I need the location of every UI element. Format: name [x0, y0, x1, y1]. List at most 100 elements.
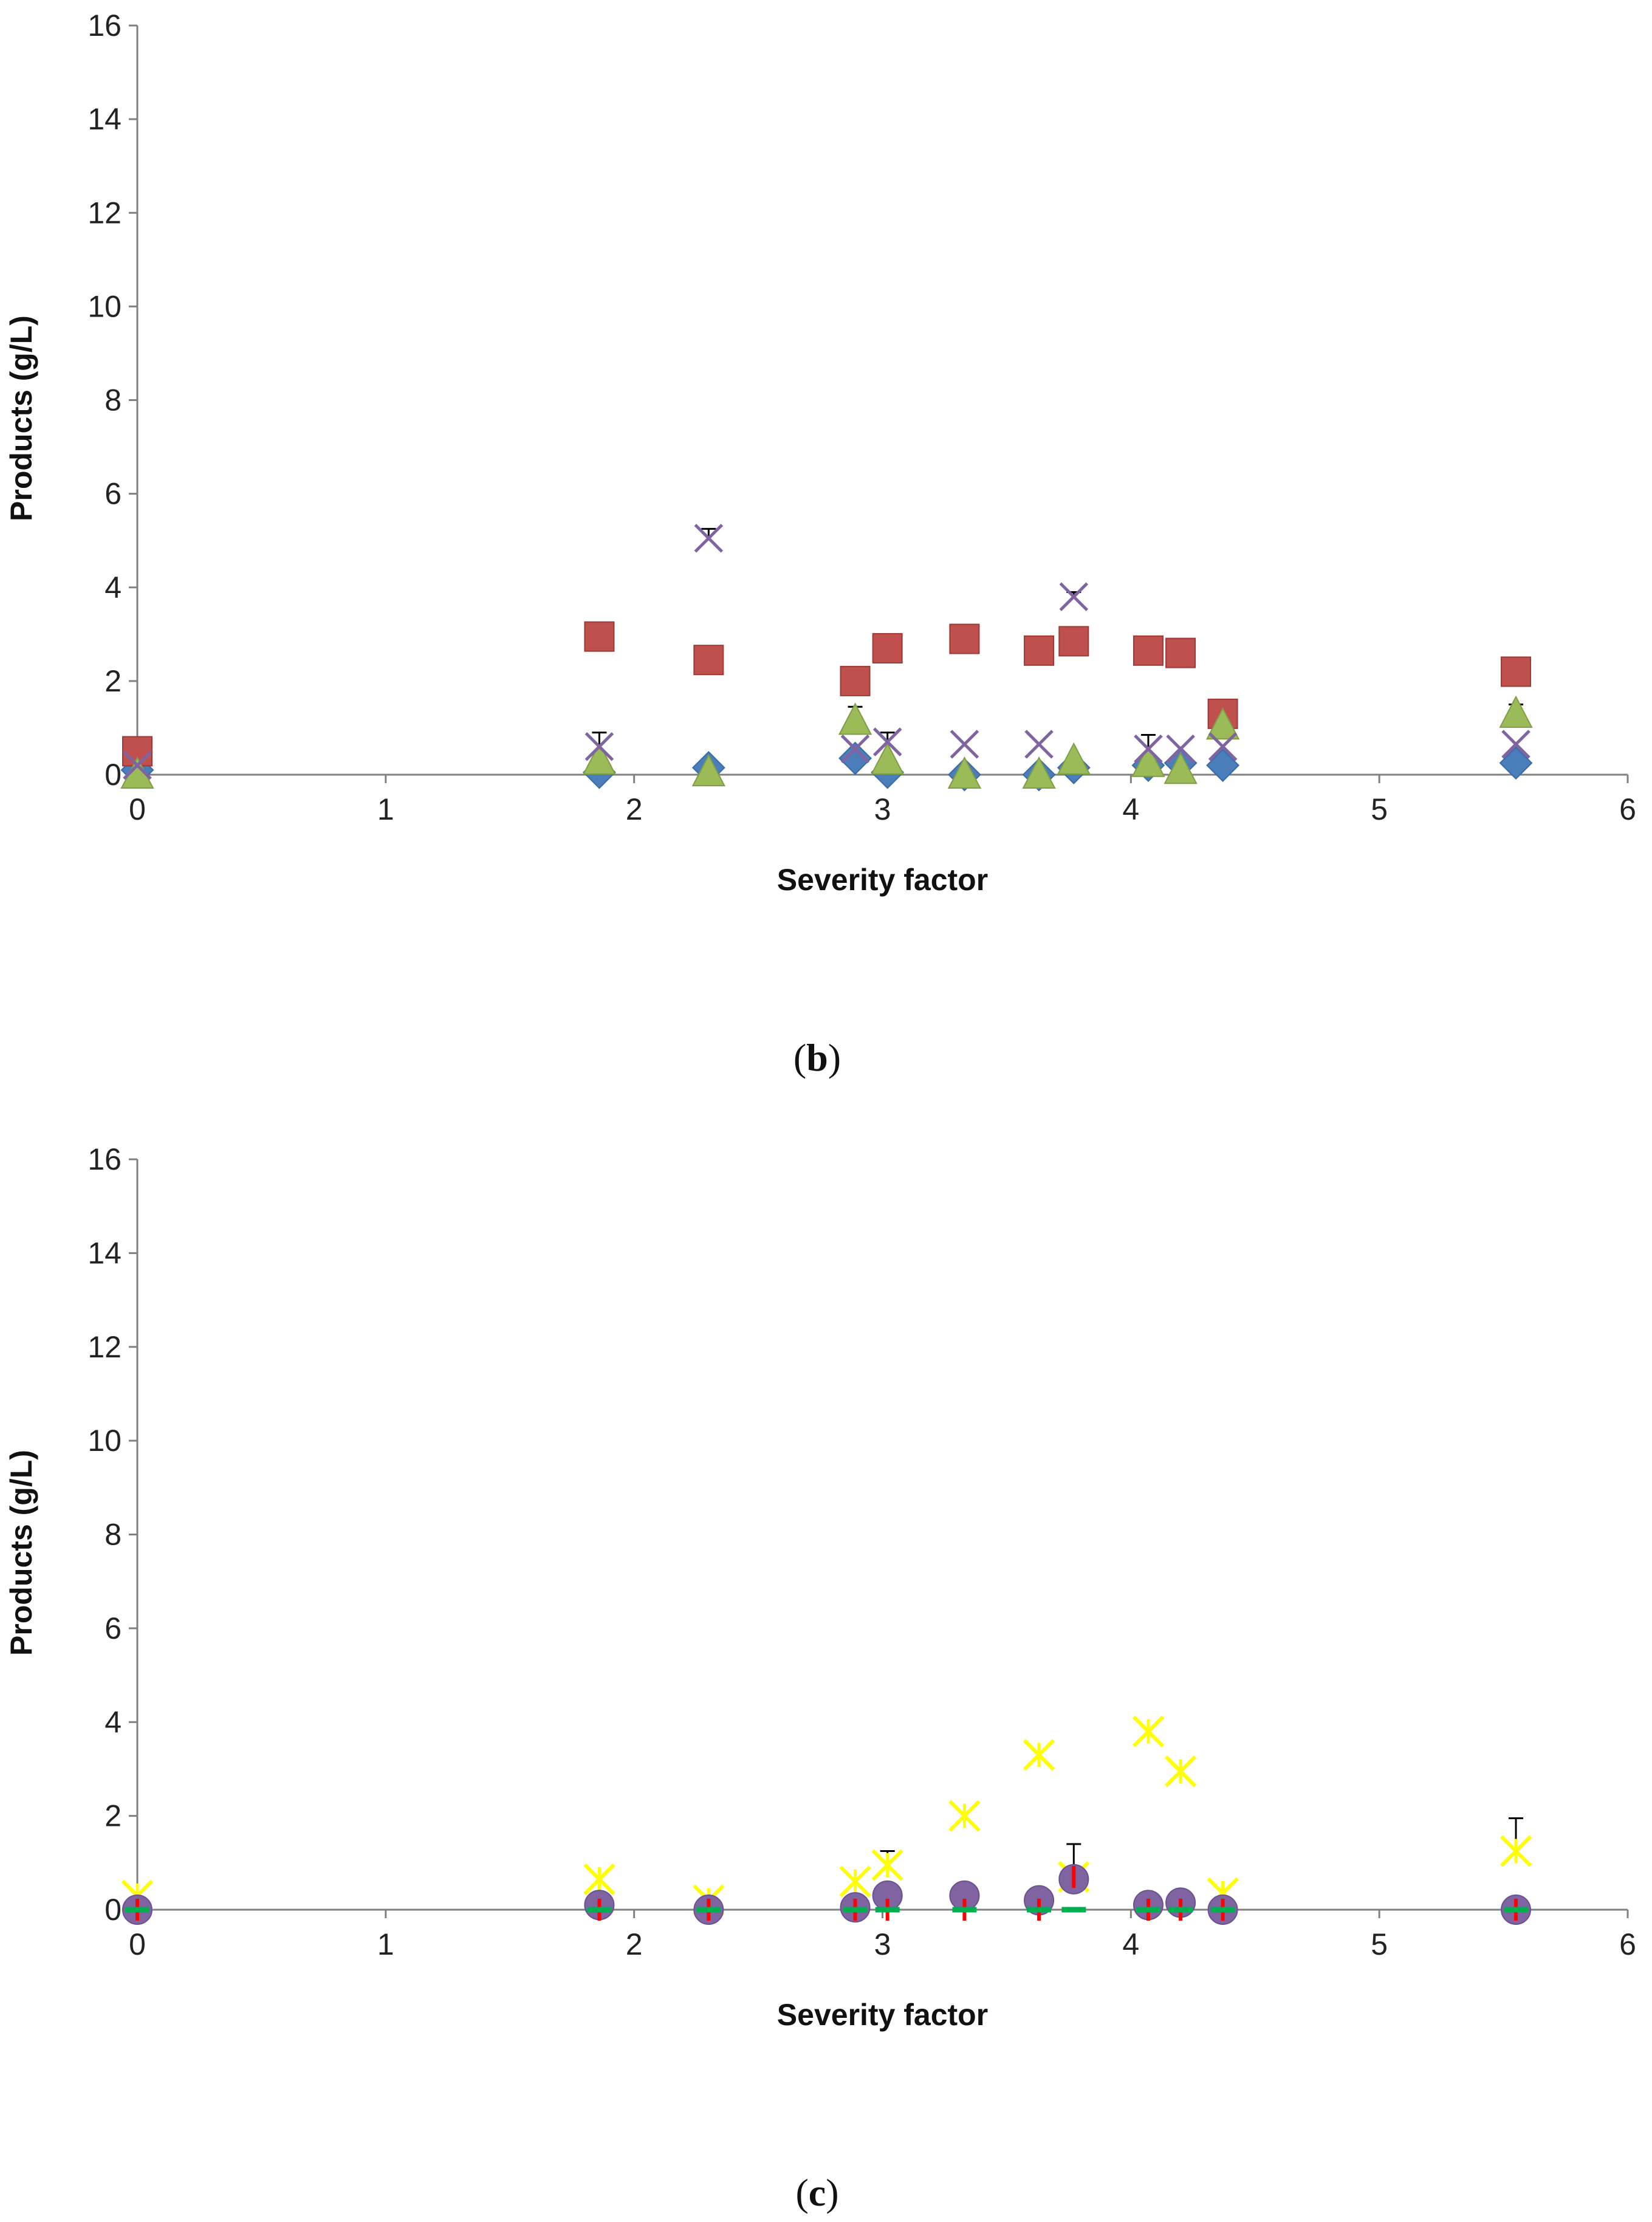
data-point-series-2-6	[1024, 635, 1055, 666]
data-point-series-2-1	[584, 621, 615, 652]
data-point-series-4-8-stroke-b	[1134, 734, 1163, 764]
data-point-series-3-1	[582, 742, 617, 775]
data-point-series-5-11	[1499, 1835, 1532, 1867]
data-point-series-4-4	[872, 727, 902, 756]
data-point-series-5-6	[1023, 1739, 1055, 1771]
data-point-series-3-7	[1057, 742, 1091, 775]
y-tick-label-b-14: 14	[87, 102, 122, 136]
x-tick-label-c-5: 5	[1371, 1927, 1388, 1961]
data-point-series-4-7	[1059, 582, 1089, 611]
data-point-series-3-5	[947, 756, 982, 789]
y-tick-label-c-6: 6	[105, 1611, 122, 1645]
x-tick-label-c-2: 2	[626, 1927, 643, 1961]
x-axis-title-b: Severity factor	[777, 863, 988, 897]
data-point-series-2-7	[1058, 626, 1089, 657]
data-point-series-4-5	[950, 730, 979, 759]
y-tick-label-c-0: 0	[105, 1893, 122, 1927]
data-point-series-1-3	[838, 741, 872, 775]
x-tick-label-c-6: 6	[1619, 1927, 1636, 1961]
data-point-series-3-6	[1022, 756, 1056, 789]
data-point-series-4-4-stroke-b	[872, 727, 902, 756]
panel-label-b: (b)	[793, 1036, 841, 1079]
data-point-series-2-2	[693, 645, 724, 676]
data-point-series-4-2-stroke-b	[694, 524, 724, 553]
data-point-series-2-9	[1165, 637, 1196, 668]
data-point-series-4-0-stroke-b	[123, 750, 152, 780]
data-point-series-4-10-stroke-b	[1208, 732, 1238, 761]
data-point-series-4-6-stroke-b	[1024, 730, 1054, 759]
x-tick-label-b-6: 6	[1619, 792, 1636, 826]
x-tick-label-b-1: 1	[377, 792, 394, 826]
y-tick-label-c-16: 16	[87, 1142, 122, 1176]
panel-label-c: (c)	[795, 2171, 838, 2214]
x-tick-label-b-2: 2	[626, 792, 643, 826]
x-tick-label-b-0: 0	[129, 792, 146, 826]
x-tick-label-c-3: 3	[874, 1927, 891, 1961]
data-point-series-3-8	[1131, 744, 1165, 777]
data-point-series-4-9	[1166, 734, 1195, 764]
data-point-series-5-8	[1132, 1715, 1165, 1747]
y-tick-label-c-8: 8	[105, 1518, 122, 1552]
data-point-series-4-3-stroke-b	[840, 734, 870, 764]
data-point-series-4-7-stroke-b	[1059, 582, 1089, 611]
data-point-series-4-3	[840, 734, 870, 764]
series-2-b	[122, 621, 1532, 767]
data-point-series-4-1	[584, 732, 614, 761]
y-tick-label-b-12: 12	[87, 196, 122, 230]
data-point-series-4-0	[123, 750, 152, 780]
data-point-series-2-3	[840, 665, 871, 696]
y-tick-label-c-12: 12	[87, 1330, 122, 1364]
x-tick-label-b-5: 5	[1371, 792, 1388, 826]
data-point-series-4-11-stroke-b	[1501, 730, 1530, 759]
data-point-series-3-11	[1499, 695, 1533, 728]
data-point-series-4-10	[1208, 732, 1238, 761]
y-tick-label-c-2: 2	[105, 1799, 122, 1833]
data-point-series-3-3	[838, 702, 872, 735]
series-3-b	[120, 695, 1533, 789]
y-tick-label-b-0: 0	[105, 758, 122, 792]
y-tick-label-b-4: 4	[105, 571, 122, 605]
data-point-series-1-10	[1206, 749, 1240, 783]
data-point-series-4-6	[1024, 730, 1054, 759]
data-point-series-3-4	[871, 742, 905, 775]
x-tick-label-c-1: 1	[377, 1927, 394, 1961]
x-axis-title-c: Severity factor	[777, 1998, 988, 2032]
y-tick-label-b-16: 16	[87, 9, 122, 43]
data-point-series-3-2	[691, 753, 725, 787]
series-5-c	[121, 1715, 1532, 1916]
data-point-series-4-2	[694, 524, 724, 553]
data-point-series-3-9	[1164, 752, 1198, 784]
data-point-series-4-1-stroke-b	[584, 732, 614, 761]
x-tick-label-c-0: 0	[129, 1927, 146, 1961]
y-tick-label-c-14: 14	[87, 1236, 122, 1270]
y-axis-title-c: Products (g/L)	[4, 1450, 38, 1656]
y-axis-title-b: Products (g/L)	[4, 315, 38, 521]
y-tick-label-b-2: 2	[105, 664, 122, 698]
data-point-series-5-4	[871, 1849, 903, 1881]
data-point-series-2-4	[872, 633, 903, 664]
y-tick-label-b-6: 6	[105, 477, 122, 511]
data-point-series-4-8	[1134, 734, 1163, 764]
data-point-series-4-11	[1501, 730, 1530, 759]
data-point-series-3-10	[1205, 707, 1240, 740]
x-tick-label-c-4: 4	[1122, 1927, 1139, 1961]
data-point-series-5-5	[948, 1800, 981, 1832]
series-4-b	[123, 524, 1530, 780]
y-tick-label-b-8: 8	[105, 383, 122, 417]
data-point-series-5-1	[583, 1863, 615, 1895]
data-point-series-2-8	[1133, 635, 1164, 666]
data-point-series-1-11	[1499, 746, 1533, 780]
x-tick-label-b-4: 4	[1122, 792, 1139, 826]
y-tick-label-c-10: 10	[87, 1424, 122, 1458]
data-point-series-5-3	[839, 1865, 871, 1898]
data-point-series-2-5	[949, 623, 980, 654]
data-point-series-2-11	[1501, 656, 1532, 687]
x-tick-label-b-3: 3	[874, 792, 891, 826]
y-tick-label-c-4: 4	[105, 1705, 122, 1739]
data-point-series-4-5-stroke-b	[950, 730, 979, 759]
data-point-series-4-9-stroke-b	[1166, 734, 1195, 764]
